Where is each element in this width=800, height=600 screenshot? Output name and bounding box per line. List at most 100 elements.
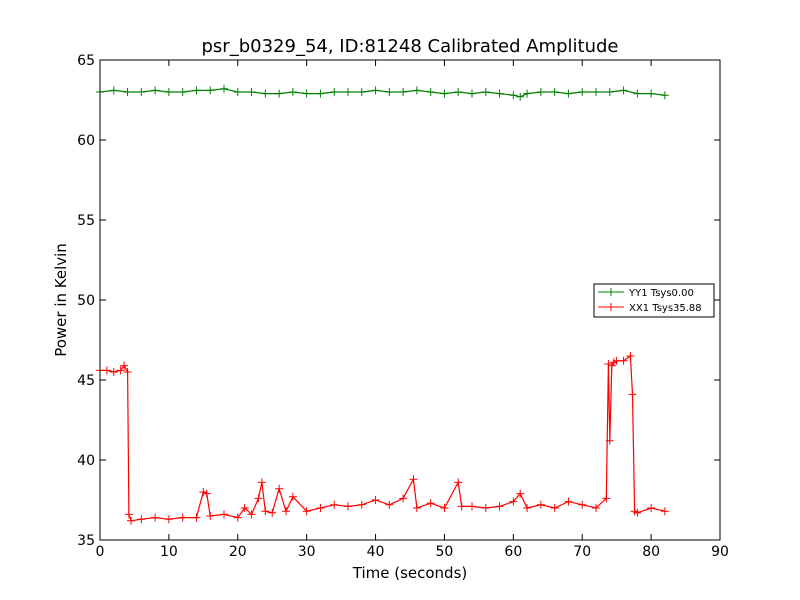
x-axis-label: Time (seconds) (352, 564, 468, 582)
x-tick-label: 30 (298, 544, 316, 560)
data-point (509, 91, 518, 100)
data-point (612, 356, 621, 365)
data-point (164, 515, 173, 524)
legend: YY1 Tsys0.00 XX1 Tsys35.88 (593, 283, 715, 318)
data-point (509, 497, 518, 506)
legend-label-xx1: XX1 Tsys35.88 (629, 303, 702, 314)
data-point (536, 88, 545, 96)
data-point (330, 88, 339, 96)
data-point (151, 86, 160, 95)
data-point (578, 88, 587, 96)
data-point (192, 513, 201, 522)
data-point (454, 478, 463, 487)
x-tick-label: 40 (367, 544, 385, 560)
y-tick-label: 55 (77, 213, 95, 229)
data-point (275, 89, 284, 98)
series-yy1 (96, 84, 669, 101)
y-tick-label: 65 (77, 53, 95, 69)
data-point (316, 89, 325, 98)
data-point (261, 507, 270, 516)
data-point (288, 492, 297, 501)
data-point (109, 368, 118, 376)
data-point (523, 504, 532, 512)
legend-marker-xx1 (607, 303, 615, 311)
data-point (116, 366, 125, 375)
data-point (371, 496, 380, 504)
data-point (481, 88, 490, 96)
data-point (275, 484, 284, 493)
data-point (457, 502, 466, 511)
data-point (247, 88, 256, 96)
x-tick-label: 90 (711, 544, 729, 560)
data-point (619, 86, 628, 95)
y-tick-label: 35 (77, 533, 95, 549)
y-tick-label: 50 (77, 293, 95, 309)
legend-box (593, 283, 715, 318)
data-point (440, 504, 449, 512)
data-point (495, 502, 504, 511)
x-tick-label: 20 (229, 544, 247, 560)
data-point (282, 507, 290, 516)
data-point (233, 513, 242, 522)
data-point (481, 504, 490, 512)
data-point (178, 513, 187, 522)
data-point (206, 86, 215, 95)
data-point (660, 507, 669, 516)
x-tick-label: 50 (436, 544, 454, 560)
data-point (385, 88, 394, 96)
data-point (302, 507, 311, 516)
data-point (564, 89, 573, 98)
data-point (647, 504, 656, 512)
data-point (633, 508, 642, 517)
data-point (399, 494, 408, 503)
chart-title: psr_b0329_54, ID:81248 Calibrated Amplit… (202, 36, 619, 57)
data-point (605, 436, 614, 445)
data-point (578, 500, 587, 509)
data-point (268, 508, 277, 517)
data-point (357, 500, 366, 509)
data-point (592, 504, 600, 512)
data-point (202, 489, 211, 498)
data-point (199, 488, 208, 496)
data-point (468, 89, 476, 98)
data-point (468, 502, 476, 511)
data-point (647, 89, 656, 98)
data-point (357, 88, 366, 96)
data-point (302, 89, 311, 98)
data-point (628, 390, 637, 399)
data-point (385, 500, 394, 509)
data-point (426, 88, 435, 96)
data-point (257, 478, 266, 487)
data-point (220, 510, 228, 519)
data-point (254, 494, 263, 503)
data-point (660, 91, 669, 100)
data-point (137, 88, 146, 96)
data-point (123, 88, 132, 96)
data-point (151, 513, 160, 522)
data-point (536, 500, 545, 509)
data-point (233, 88, 242, 96)
y-tick-label: 40 (77, 453, 95, 469)
data-point (102, 366, 111, 375)
data-point (454, 88, 463, 96)
data-point (619, 356, 628, 365)
x-tick-label: 10 (160, 544, 178, 560)
data-point (495, 89, 504, 98)
data-point (344, 502, 352, 511)
legend-marker-yy1 (607, 288, 615, 296)
data-point (316, 504, 325, 512)
series-xx1 (96, 352, 669, 525)
x-tick-label: 70 (573, 544, 591, 560)
data-point (516, 92, 525, 101)
data-point (412, 504, 421, 512)
data-point (604, 360, 613, 368)
data-point (523, 89, 532, 98)
data-point (109, 86, 118, 95)
data-point (605, 88, 614, 96)
data-point (123, 368, 132, 376)
data-point (206, 512, 215, 520)
data-point (633, 89, 642, 98)
data-point (550, 504, 559, 512)
y-tick-label: 60 (77, 133, 95, 149)
data-point (426, 499, 435, 508)
